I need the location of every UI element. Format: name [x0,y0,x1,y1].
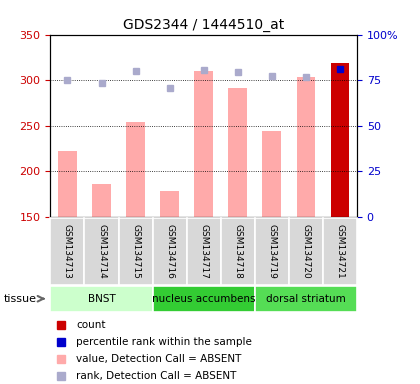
FancyBboxPatch shape [152,286,255,311]
Text: tissue: tissue [4,294,37,304]
Text: dorsal striatum: dorsal striatum [266,293,346,304]
FancyBboxPatch shape [118,218,152,285]
Bar [297,76,315,217]
Text: BNST: BNST [88,293,116,304]
Text: GSM134716: GSM134716 [165,224,174,279]
FancyBboxPatch shape [50,218,84,285]
Text: GSM134717: GSM134717 [199,224,208,279]
Text: GSM134714: GSM134714 [97,224,106,279]
Bar [126,122,145,217]
Text: count: count [76,320,106,330]
FancyBboxPatch shape [186,218,221,285]
Text: GSM134713: GSM134713 [63,224,72,279]
Title: GDS2344 / 1444510_at: GDS2344 / 1444510_at [123,18,284,32]
Text: rank, Detection Call = ABSENT: rank, Detection Call = ABSENT [76,371,236,381]
Text: nucleus accumbens: nucleus accumbens [152,293,255,304]
Text: GSM134719: GSM134719 [268,224,276,279]
FancyBboxPatch shape [323,218,357,285]
Text: GSM134715: GSM134715 [131,224,140,279]
Text: percentile rank within the sample: percentile rank within the sample [76,337,252,347]
FancyBboxPatch shape [84,218,118,285]
FancyBboxPatch shape [289,218,323,285]
FancyBboxPatch shape [255,218,289,285]
FancyBboxPatch shape [221,218,255,285]
FancyBboxPatch shape [255,286,357,311]
Text: GSM134721: GSM134721 [336,224,344,279]
Bar [58,151,77,217]
Bar [194,71,213,217]
Bar [331,63,349,217]
Text: GSM134720: GSM134720 [302,224,310,279]
Bar [160,190,179,217]
Text: GSM134718: GSM134718 [233,224,242,279]
Text: value, Detection Call = ABSENT: value, Detection Call = ABSENT [76,354,241,364]
Bar [228,88,247,217]
Bar [262,131,281,217]
FancyBboxPatch shape [152,218,186,285]
FancyBboxPatch shape [50,286,152,311]
Bar [92,184,111,217]
